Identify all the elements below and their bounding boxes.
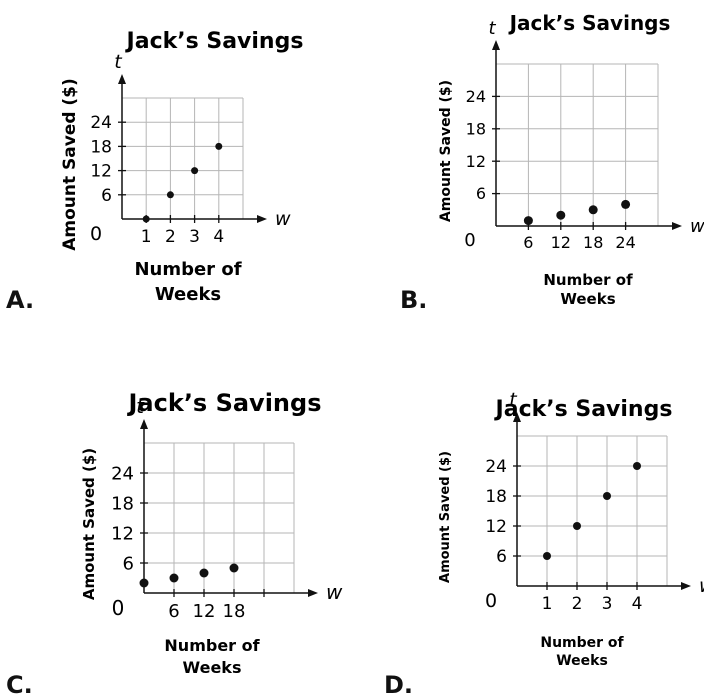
data-point (603, 492, 611, 500)
graph-option-b[interactable]: w t 0 6 12 18 24 6 12 18 24 Jack’s Savings Amount Sa… (352, 0, 704, 349)
x-tick-label: 24 (615, 233, 635, 252)
x-axis-variable: w (690, 216, 704, 237)
y-tick-label: 6 (476, 184, 486, 203)
data-point (523, 216, 533, 226)
origin-label: 0 (90, 223, 102, 245)
chart-title: Jack’s Savings (494, 397, 673, 422)
x-tick-label: 6 (168, 601, 179, 622)
x-tick-label: 4 (632, 594, 643, 614)
y-axis-label: Amount Saved ($) (80, 448, 98, 600)
y-axis-arrow-icon (140, 419, 148, 429)
option-label-a: A. (6, 286, 35, 314)
y-tick-label: 24 (466, 87, 486, 106)
data-point (166, 191, 174, 199)
x-axis-label-line2: Weeks (556, 653, 608, 669)
y-tick-label: 12 (111, 523, 134, 544)
data-point (633, 462, 641, 470)
data-point (556, 210, 566, 220)
data-point (142, 215, 150, 223)
x-axis-arrow-icon (681, 582, 691, 590)
y-tick-label: 18 (485, 487, 507, 507)
origin-label: 0 (485, 590, 497, 612)
x-axis-variable: w (326, 580, 343, 604)
y-tick-label: 6 (496, 547, 507, 567)
origin-label: 0 (112, 596, 125, 620)
y-tick-label: 6 (123, 553, 134, 574)
y-tick-label: 18 (111, 493, 134, 514)
grid (517, 435, 668, 586)
chart-title: Jack’s Savings (508, 11, 671, 35)
x-tick-label: 1 (141, 227, 152, 247)
chart-c: w t 0 6 12 18 6 12 18 24 Jack’s Savings Amount Save… (80, 389, 343, 677)
y-tick-label: 12 (466, 152, 486, 171)
y-axis-variable: t (509, 389, 518, 411)
grid (122, 97, 244, 219)
x-axis-label-line1: Number of (543, 271, 633, 289)
y-axis-variable: t (114, 51, 123, 73)
x-axis-label-line2: Weeks (183, 658, 242, 677)
y-axis-arrow-icon (118, 74, 126, 84)
x-tick-label: 12 (551, 233, 571, 252)
x-axis-arrow-icon (257, 215, 267, 223)
data-point (215, 142, 223, 150)
x-tick-label: 1 (542, 594, 553, 614)
data-point (169, 573, 179, 583)
chart-title: Jack’s Savings (125, 29, 304, 54)
x-tick-label: 18 (583, 233, 603, 252)
data-point (621, 199, 631, 209)
y-axis-variable: t (488, 18, 496, 39)
y-axis-label: Amount Saved ($) (438, 80, 454, 222)
x-tick-label: 3 (189, 227, 200, 247)
data-point (588, 205, 598, 215)
graph-option-a[interactable]: w t 0 1 2 3 4 6 12 18 24 Jack’s Savings Amount Saved… (0, 0, 352, 349)
chart-title: Jack’s Savings (127, 389, 322, 417)
x-tick-label: 6 (523, 233, 533, 252)
y-tick-label: 12 (485, 517, 507, 537)
y-axis-variable: t (136, 394, 145, 418)
y-tick-label: 18 (466, 119, 486, 138)
grid (496, 63, 659, 226)
y-axis-label: Amount Saved ($) (438, 451, 453, 583)
x-tick-label: 4 (213, 227, 224, 247)
y-axis-arrow-icon (513, 412, 521, 422)
y-tick-label: 24 (90, 113, 112, 133)
y-axis-label: Amount Saved ($) (60, 78, 80, 251)
x-tick-label: 2 (572, 594, 583, 614)
option-label-c: C. (6, 671, 33, 699)
y-tick-label: 18 (90, 137, 112, 157)
grid (144, 442, 295, 593)
y-tick-label: 6 (101, 186, 112, 206)
x-axis-variable: w (275, 208, 291, 230)
y-tick-label: 24 (485, 457, 507, 477)
data-point (229, 563, 239, 573)
x-tick-label: 3 (602, 594, 613, 614)
x-axis-arrow-icon (672, 222, 682, 230)
data-point (191, 167, 199, 175)
x-axis-label-line1: Number of (540, 635, 624, 651)
data-point (543, 552, 551, 560)
y-tick-label: 24 (111, 463, 134, 484)
x-axis-variable: w (699, 575, 704, 597)
y-axis-arrow-icon (492, 40, 500, 50)
origin-label: 0 (464, 230, 475, 251)
x-axis-label-line2: Weeks (560, 290, 615, 308)
x-axis-label-line1: Number of (134, 259, 241, 280)
chart-b: w t 0 6 12 18 24 6 12 18 24 Jack’s Savings Amount Sa… (438, 11, 704, 308)
option-label-d: D. (384, 671, 414, 699)
x-axis-arrow-icon (308, 589, 318, 597)
x-tick-label: 12 (193, 601, 216, 622)
x-axis-label-line2: Weeks (155, 284, 221, 305)
x-axis-label-line1: Number of (164, 636, 260, 655)
y-tick-label: 12 (90, 162, 112, 182)
x-tick-label: 2 (165, 227, 176, 247)
data-point (139, 578, 149, 588)
x-tick-label: 18 (223, 601, 246, 622)
data-point (573, 522, 581, 530)
data-point (199, 568, 209, 578)
graph-option-c[interactable]: w t 0 6 12 18 6 12 18 24 Jack’s Savings Amount Save… (0, 349, 352, 699)
option-label-b: B. (400, 286, 428, 314)
